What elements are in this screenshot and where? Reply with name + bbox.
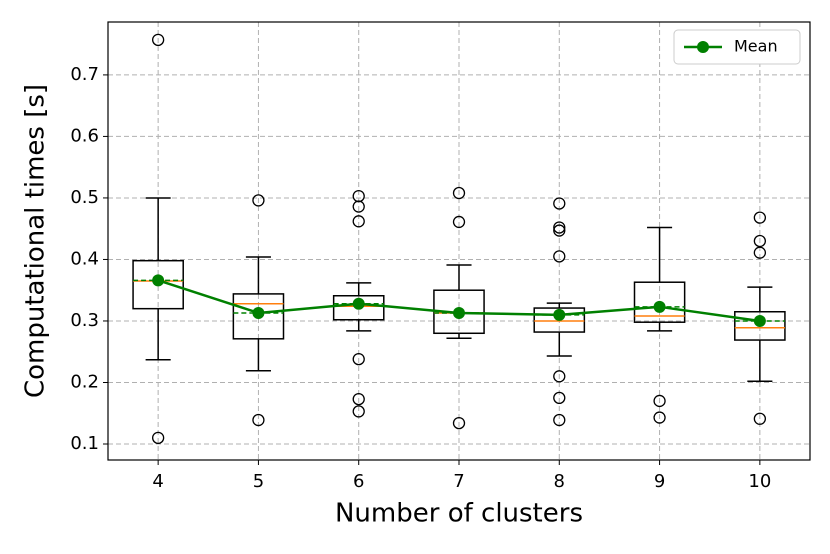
x-tick-label: 4	[152, 471, 163, 492]
box	[232, 293, 285, 340]
outlier	[352, 215, 365, 228]
mean-marker	[553, 308, 566, 321]
outlier	[553, 413, 566, 427]
outlier	[553, 221, 566, 234]
outlier	[252, 194, 265, 207]
outlier	[352, 392, 365, 406]
mean-marker	[352, 297, 365, 310]
outlier	[151, 431, 165, 445]
x-tick-label: 10	[748, 471, 771, 492]
outlier	[553, 370, 566, 383]
outlier	[753, 246, 767, 259]
mean-marker	[152, 274, 165, 287]
mean-marker	[653, 300, 666, 313]
box	[533, 307, 586, 333]
mean-marker	[453, 306, 465, 319]
y-tick-label: 0.2	[70, 371, 99, 392]
outlier	[352, 200, 365, 213]
box	[734, 310, 786, 341]
plot-frame	[107, 21, 811, 461]
outlier	[653, 394, 666, 408]
outlier	[151, 33, 165, 46]
outlier	[252, 413, 265, 427]
outlier	[452, 186, 466, 200]
y-tick-label: 0.5	[70, 187, 99, 208]
outlier	[753, 412, 767, 425]
box	[633, 281, 686, 323]
outlier	[452, 416, 466, 430]
outlier	[452, 215, 466, 229]
x-tick-label: 8	[554, 471, 565, 492]
legend-marker	[697, 41, 709, 53]
box	[332, 295, 385, 321]
mean-marker	[252, 306, 265, 319]
outlier	[753, 234, 767, 248]
x-tick-label: 6	[353, 471, 364, 492]
x-tick-label: 5	[253, 471, 264, 492]
outlier	[553, 250, 566, 263]
y-axis-label: Computational times [s]	[21, 84, 51, 398]
outlier	[553, 391, 566, 405]
outlier	[553, 224, 566, 237]
x-tick-label: 9	[654, 471, 665, 492]
y-tick-label: 0.1	[70, 433, 99, 454]
box	[132, 259, 184, 310]
y-tick-label: 0.7	[70, 64, 99, 85]
outlier	[553, 197, 566, 210]
x-axis-label: Number of clusters	[335, 499, 583, 529]
outlier	[653, 411, 666, 424]
y-tick-label: 0.3	[70, 310, 99, 331]
legend-box	[673, 29, 801, 65]
outlier	[352, 352, 365, 366]
outlier	[352, 405, 365, 418]
outlier	[753, 211, 767, 224]
x-tick-label: 7	[453, 471, 464, 492]
mean-marker	[753, 314, 766, 327]
legend-label: Mean	[734, 37, 778, 56]
y-tick-label: 0.4	[70, 248, 99, 269]
y-tick-label: 0.6	[70, 125, 99, 146]
